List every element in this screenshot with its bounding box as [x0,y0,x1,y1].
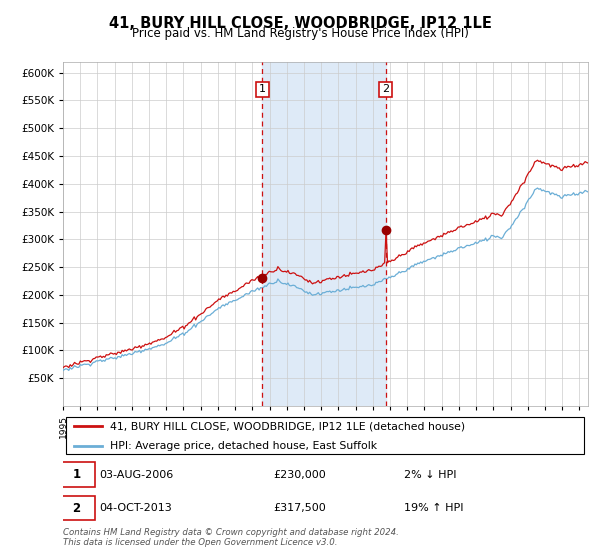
Text: 2% ↓ HPI: 2% ↓ HPI [404,470,457,480]
Bar [262,62,386,406]
Text: HPI: Average price, detached house, East Suffolk: HPI: Average price, detached house, East… [110,441,377,451]
Text: 41, BURY HILL CLOSE, WOODBRIDGE, IP12 1LE: 41, BURY HILL CLOSE, WOODBRIDGE, IP12 1L… [109,16,491,31]
Text: 2: 2 [73,502,81,515]
Text: 04-OCT-2013: 04-OCT-2013 [100,503,173,513]
Text: 1: 1 [259,85,266,95]
Text: 19% ↑ HPI: 19% ↑ HPI [404,503,464,513]
Text: Price paid vs. HM Land Registry's House Price Index (HPI): Price paid vs. HM Land Registry's House … [131,27,469,40]
FancyBboxPatch shape [65,417,584,454]
Text: 03-AUG-2006: 03-AUG-2006 [100,470,174,480]
Text: £317,500: £317,500 [273,503,326,513]
Text: 41, BURY HILL CLOSE, WOODBRIDGE, IP12 1LE (detached house): 41, BURY HILL CLOSE, WOODBRIDGE, IP12 1L… [110,421,466,431]
Text: Contains HM Land Registry data © Crown copyright and database right 2024.
This d: Contains HM Land Registry data © Crown c… [63,528,399,547]
Text: £230,000: £230,000 [273,470,326,480]
FancyBboxPatch shape [59,463,95,487]
Text: 1: 1 [73,468,81,481]
Text: 2: 2 [382,85,389,95]
FancyBboxPatch shape [59,496,95,520]
